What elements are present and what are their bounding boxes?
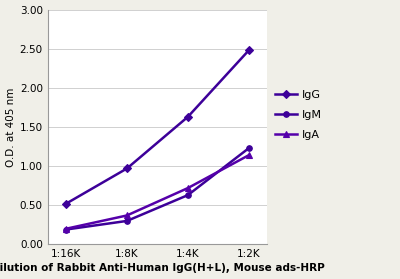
IgG [64,202,68,205]
IgM [64,228,68,231]
Line: IgA: IgA [63,152,252,232]
IgA [64,227,68,230]
IgA [124,214,129,217]
Line: IgM: IgM [63,145,252,232]
IgG [186,115,190,119]
Line: IgG: IgG [63,47,252,206]
IgM [246,146,251,150]
X-axis label: Dilution of Rabbit Anti-Human IgG(H+L), Mouse ads-HRP: Dilution of Rabbit Anti-Human IgG(H+L), … [0,263,324,273]
Legend: IgG, IgM, IgA: IgG, IgM, IgA [275,90,322,140]
IgG [246,49,251,52]
IgA [186,186,190,190]
Y-axis label: O.D. at 405 nm: O.D. at 405 nm [6,87,16,167]
IgG [124,167,129,170]
IgM [186,193,190,197]
IgM [124,219,129,223]
IgA [246,153,251,157]
